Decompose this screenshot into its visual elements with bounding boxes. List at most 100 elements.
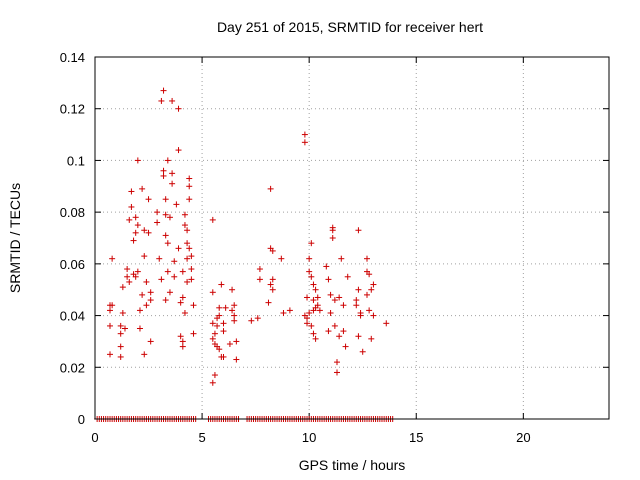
grid-lines (95, 57, 609, 419)
data-point (278, 255, 285, 262)
data-point (269, 247, 276, 254)
data-point (156, 255, 163, 262)
data-point (179, 343, 186, 350)
data-point (233, 338, 240, 345)
data-point (256, 276, 263, 283)
data-point (304, 294, 311, 301)
data-point (363, 291, 370, 298)
y-tick-label: 0.08 (60, 205, 85, 220)
data-point (304, 320, 311, 327)
data-point (179, 294, 186, 301)
x-tick-label: 20 (516, 430, 530, 445)
data-point (254, 315, 261, 322)
data-point (304, 315, 311, 322)
data-point (126, 278, 133, 285)
data-point (106, 307, 113, 314)
x-tick-label: 10 (302, 430, 316, 445)
data-point (109, 302, 116, 309)
data-point (184, 240, 191, 247)
data-point (181, 211, 188, 218)
data-point (323, 263, 330, 270)
data-point (355, 333, 362, 340)
data-point (229, 307, 236, 314)
data-point (359, 348, 366, 355)
data-point (190, 302, 197, 309)
data-point (171, 273, 178, 280)
data-point (184, 278, 191, 285)
data-point (162, 297, 169, 304)
x-tick-labels: 0 5 10 15 20 (91, 430, 530, 445)
data-point (301, 139, 308, 146)
data-point (256, 266, 263, 273)
data-point (117, 353, 124, 360)
data-point (141, 227, 148, 234)
data-point (336, 294, 343, 301)
data-point (134, 222, 141, 229)
data-point (340, 302, 347, 309)
data-point (308, 273, 315, 280)
data-point (124, 266, 131, 273)
data-point (124, 273, 131, 280)
data-point (222, 304, 229, 311)
data-point (280, 309, 287, 316)
data-point (233, 356, 240, 363)
data-point (136, 325, 143, 332)
data-point (160, 167, 167, 174)
y-tick-label: 0.02 (60, 360, 85, 375)
data-point (231, 317, 238, 324)
data-point (141, 253, 148, 260)
data-point (126, 216, 133, 223)
data-point (336, 333, 343, 340)
data-point (181, 222, 188, 229)
data-point (147, 297, 154, 304)
data-point (134, 157, 141, 164)
data-point (353, 297, 360, 304)
data-point (327, 291, 334, 298)
data-point (209, 216, 216, 223)
data-point (325, 276, 332, 283)
data-point (179, 268, 186, 275)
data-point (306, 309, 313, 316)
data-point (186, 245, 193, 252)
data-point (139, 291, 146, 298)
data-point (145, 229, 152, 236)
data-point (334, 359, 341, 366)
data-point (338, 255, 345, 262)
y-tick-label: 0.1 (67, 153, 85, 168)
x-axis-label: GPS time / hours (299, 457, 406, 473)
x-tick-label: 5 (198, 430, 205, 445)
y-tick-label: 0.06 (60, 257, 85, 272)
data-point (162, 232, 169, 239)
data-point (265, 299, 272, 306)
data-point (166, 289, 173, 296)
data-point (160, 87, 167, 94)
data-point (216, 346, 223, 353)
data-point (164, 268, 171, 275)
data-point (216, 304, 223, 311)
data-point (331, 322, 338, 329)
data-point (130, 237, 137, 244)
data-point (269, 276, 276, 283)
data-point (179, 338, 186, 345)
chart-title: Day 251 of 2015, SRMTID for receiver her… (217, 19, 483, 35)
data-point (121, 325, 128, 332)
data-point (310, 281, 317, 288)
data-point (162, 211, 169, 218)
data-point (147, 338, 154, 345)
data-point (308, 240, 315, 247)
data-point (211, 372, 218, 379)
plot-frame (94, 56, 610, 420)
data-point (119, 284, 126, 291)
data-point (166, 214, 173, 221)
data-point (308, 322, 315, 329)
data-point (164, 157, 171, 164)
data-point (368, 335, 375, 342)
data-point (331, 297, 338, 304)
data-point (310, 330, 317, 337)
data-point (136, 307, 143, 314)
data-point (132, 229, 139, 236)
data-point (342, 343, 349, 350)
data-point (325, 328, 332, 335)
data-point (143, 302, 150, 309)
data-point (171, 258, 178, 265)
